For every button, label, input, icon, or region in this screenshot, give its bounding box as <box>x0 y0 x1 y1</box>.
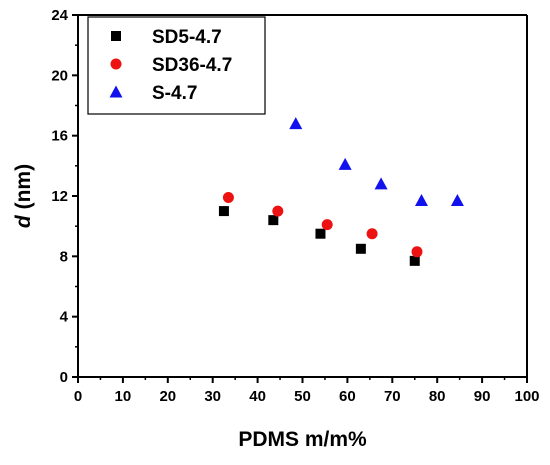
legend: SD5-4.7 SD36-4.7 S-4.7 <box>87 16 266 115</box>
data-point <box>289 117 303 130</box>
data-point <box>315 228 326 239</box>
y-tick-label: 0 <box>60 369 68 386</box>
data-point <box>321 219 333 231</box>
legend-label: SD5-4.7 <box>152 27 222 48</box>
y-axis-unit: (nm) <box>12 164 35 215</box>
x-tick-label: 50 <box>294 388 311 405</box>
y-tick-label: 20 <box>51 67 68 84</box>
y-tick-label: 8 <box>60 248 68 265</box>
data-point <box>409 255 420 266</box>
data-point <box>355 243 366 254</box>
y-axis-symbol: d <box>12 214 35 228</box>
y-tick-label: 16 <box>51 128 68 145</box>
x-tick-label: 70 <box>384 388 401 405</box>
data-point <box>338 157 352 170</box>
legend-marker <box>111 31 121 41</box>
x-tick-label: 40 <box>249 388 266 405</box>
legend-label: S-4.7 <box>152 83 197 104</box>
data-point <box>374 177 388 190</box>
axes: 0 10 20 30 40 50 60 70 80 90 100 0 4 8 12 16 20 24 <box>51 7 539 405</box>
x-axis-title: PDMS m/m% <box>238 428 367 451</box>
x-tick-label: 30 <box>204 388 221 405</box>
y-tick-label: 4 <box>60 309 69 326</box>
x-tick-label: 80 <box>429 388 446 405</box>
x-tick-label: 0 <box>74 388 82 405</box>
data-marks <box>218 117 464 266</box>
y-axis-title: d (nm) <box>12 164 35 228</box>
x-tick-label: 60 <box>339 388 356 405</box>
data-point <box>222 192 234 204</box>
y-tick-label: 24 <box>51 7 68 24</box>
data-point <box>411 246 423 258</box>
y-tick-label: 12 <box>51 188 68 205</box>
x-tick-label: 20 <box>159 388 176 405</box>
data-point <box>218 206 229 217</box>
x-tick-label: 10 <box>115 388 132 405</box>
legend-marker <box>110 58 122 70</box>
data-point <box>366 228 378 240</box>
data-point <box>414 194 428 207</box>
legend-label: SD36-4.7 <box>152 55 232 76</box>
x-tick-label: 90 <box>474 388 491 405</box>
data-point <box>450 194 464 207</box>
legend-marker <box>109 85 123 98</box>
data-point <box>268 215 279 226</box>
x-tick-label: 100 <box>514 388 539 405</box>
data-point <box>272 205 284 217</box>
